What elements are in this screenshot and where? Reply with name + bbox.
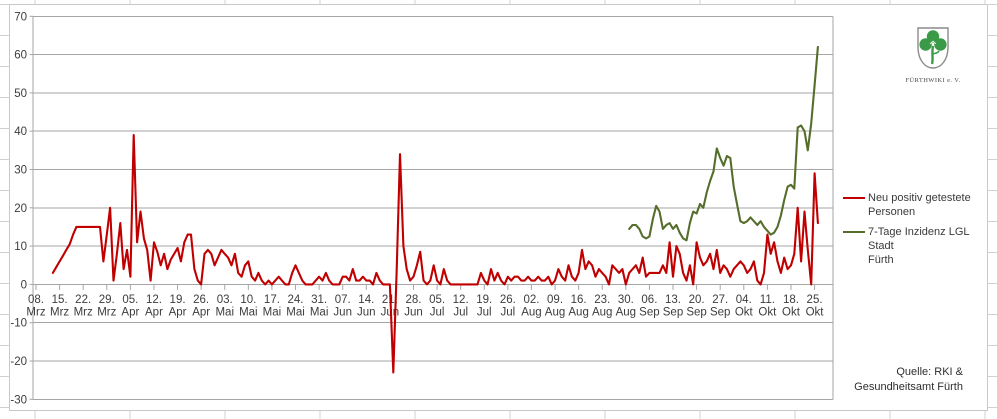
svg-text:Okt: Okt (735, 307, 754, 319)
svg-text:Mai: Mai (239, 307, 258, 319)
legend-label-new-positives: Neu positiv getestete Personen (868, 192, 971, 219)
svg-text:-10: -10 (10, 318, 27, 330)
legend-line-2: Personen (868, 205, 916, 218)
svg-text:Mrz: Mrz (26, 307, 45, 319)
svg-text:Aug: Aug (568, 307, 588, 319)
svg-text:Jul: Jul (501, 307, 516, 319)
svg-text:Aug: Aug (592, 307, 612, 319)
svg-text:30: 30 (14, 165, 27, 177)
svg-text:Jun: Jun (404, 307, 423, 319)
svg-text:06.: 06. (641, 294, 657, 306)
svg-text:04.: 04. (736, 294, 752, 306)
source-line-2: Gesundheitsamt Fürth (854, 380, 963, 393)
svg-text:Jul: Jul (430, 307, 445, 319)
logo-caption: FÜRTHWIKI e. V. (905, 77, 961, 84)
svg-text:Apr: Apr (169, 307, 187, 319)
svg-text:Okt: Okt (782, 307, 801, 319)
svg-text:Mrz: Mrz (74, 307, 93, 319)
svg-text:19.: 19. (170, 294, 186, 306)
svg-text:-30: -30 (10, 394, 27, 406)
svg-text:28.: 28. (405, 294, 421, 306)
fuerthwiki-logo: FÜRTHWIKI e. V. (905, 26, 961, 84)
svg-text:60: 60 (14, 50, 27, 62)
svg-text:24.: 24. (288, 294, 304, 306)
fuerth-coat-of-arms-icon (917, 27, 949, 69)
chart-legend: Neu positiv getestete Personen 7-Tage In… (843, 192, 991, 274)
svg-text:11.: 11. (760, 294, 775, 306)
svg-text:Mai: Mai (215, 307, 234, 319)
legend-item-new-positives[interactable]: Neu positiv getestete Personen (843, 192, 991, 219)
legend-line-2: Fürth (868, 253, 894, 266)
svg-text:Jun: Jun (357, 307, 376, 319)
svg-text:Apr: Apr (192, 307, 210, 319)
svg-text:40: 40 (14, 126, 27, 138)
legend-label-incidence: 7-Tage Inzidenz LGL Stadt Fürth (868, 226, 991, 267)
svg-text:20: 20 (14, 203, 27, 215)
svg-text:-20: -20 (10, 356, 27, 368)
svg-text:Mrz: Mrz (50, 307, 69, 319)
legend-line-1: 7-Tage Inzidenz LGL Stadt (868, 226, 970, 252)
svg-text:26.: 26. (500, 294, 516, 306)
svg-text:Sep: Sep (663, 307, 683, 319)
svg-text:22.: 22. (75, 294, 91, 306)
svg-text:31.: 31. (311, 294, 327, 306)
svg-text:Okt: Okt (758, 307, 777, 319)
legend-item-incidence[interactable]: 7-Tage Inzidenz LGL Stadt Fürth (843, 226, 991, 267)
svg-text:13.: 13. (665, 294, 681, 306)
svg-text:30.: 30. (618, 294, 634, 306)
svg-text:Okt: Okt (806, 307, 825, 319)
svg-text:Mai: Mai (263, 307, 282, 319)
svg-text:0: 0 (21, 279, 27, 291)
svg-text:05.: 05. (122, 294, 138, 306)
svg-text:Sep: Sep (710, 307, 730, 319)
svg-text:Apr: Apr (145, 307, 163, 319)
svg-text:27.: 27. (712, 294, 728, 306)
svg-text:70: 70 (14, 11, 27, 23)
svg-text:12.: 12. (453, 294, 469, 306)
svg-text:17.: 17. (264, 294, 280, 306)
svg-text:25.: 25. (807, 294, 823, 306)
svg-text:20.: 20. (689, 294, 705, 306)
svg-text:10: 10 (14, 241, 27, 253)
legend-line-1: Neu positiv getestete (868, 192, 971, 204)
svg-text:Sep: Sep (686, 307, 706, 319)
green-line-swatch-icon (843, 231, 865, 234)
svg-text:Mai: Mai (310, 307, 329, 319)
svg-text:Sep: Sep (639, 307, 659, 319)
svg-text:23.: 23. (594, 294, 610, 306)
svg-text:09.: 09. (547, 294, 563, 306)
svg-text:05.: 05. (429, 294, 445, 306)
svg-text:Mrz: Mrz (97, 307, 116, 319)
svg-text:07.: 07. (335, 294, 351, 306)
source-attribution: Quelle: RKI & Gesundheitsamt Fürth (854, 365, 963, 394)
svg-text:Jul: Jul (453, 307, 468, 319)
svg-text:Jul: Jul (477, 307, 492, 319)
svg-text:02.: 02. (523, 294, 539, 306)
svg-text:26.: 26. (193, 294, 209, 306)
svg-text:19.: 19. (476, 294, 492, 306)
svg-text:Apr: Apr (121, 307, 139, 319)
svg-text:18.: 18. (783, 294, 799, 306)
source-line-1: Quelle: RKI & (896, 366, 963, 378)
svg-text:Aug: Aug (521, 307, 541, 319)
svg-text:29.: 29. (99, 294, 115, 306)
svg-text:Jun: Jun (333, 307, 352, 319)
svg-text:03.: 03. (217, 294, 233, 306)
red-line-swatch-icon (843, 197, 865, 199)
svg-text:12.: 12. (146, 294, 162, 306)
svg-text:15.: 15. (52, 294, 68, 306)
svg-text:16.: 16. (571, 294, 587, 306)
svg-text:Mai: Mai (286, 307, 305, 319)
svg-text:50: 50 (14, 88, 27, 100)
svg-text:Aug: Aug (616, 307, 636, 319)
svg-text:08.: 08. (28, 294, 44, 306)
svg-text:10.: 10. (240, 294, 256, 306)
svg-text:14.: 14. (358, 294, 374, 306)
svg-text:Aug: Aug (545, 307, 565, 319)
